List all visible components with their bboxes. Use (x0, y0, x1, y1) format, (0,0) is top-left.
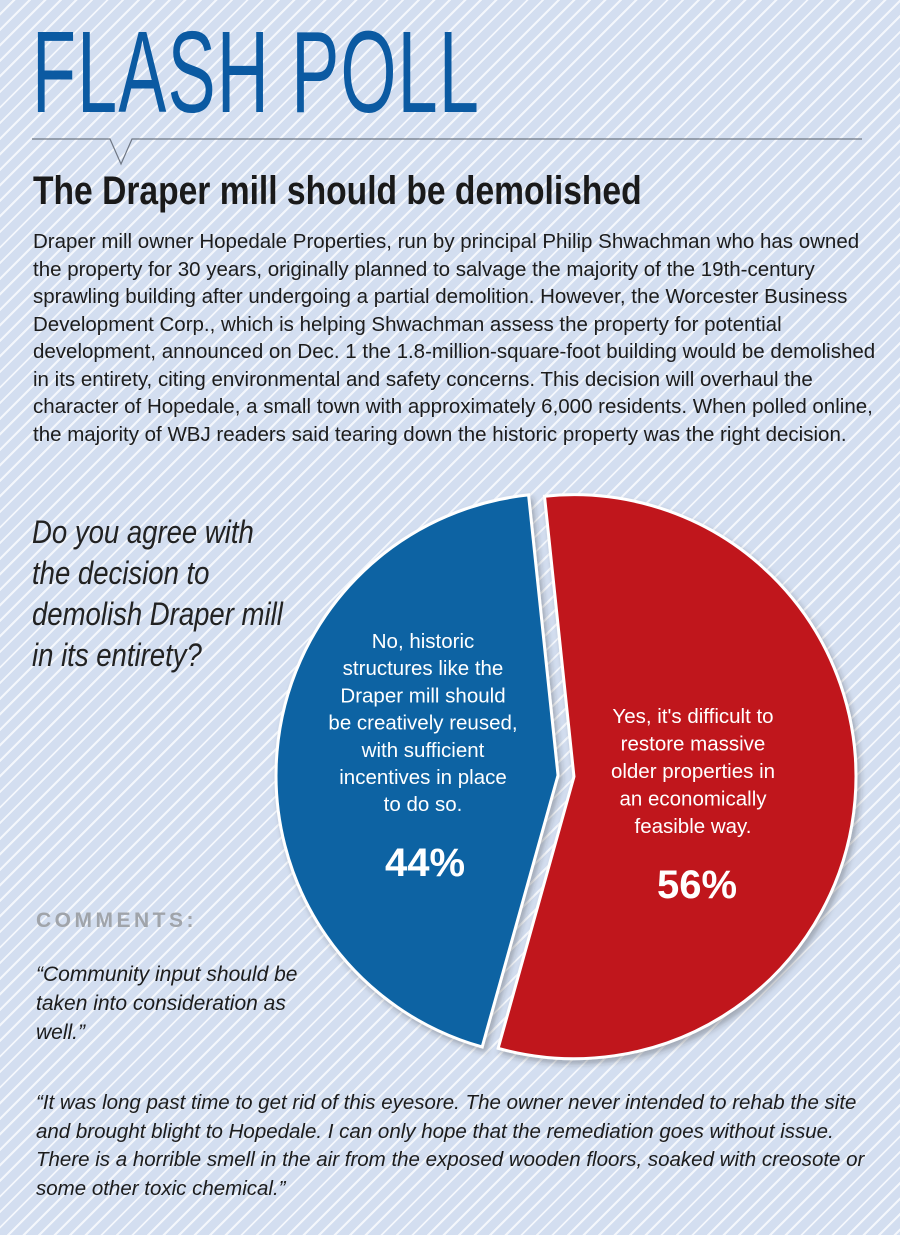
pie-value-no: 44% (385, 841, 465, 885)
headline: The Draper mill should be demolished (33, 169, 642, 213)
pie-label-no: No, historic structures like the Draper mi… (328, 630, 517, 816)
comments-label: COMMENTS: (36, 909, 197, 932)
pie-label-yes: Yes, it's difficult to restore massive old… (611, 705, 775, 838)
comment-1: “Community input should be taken into co… (36, 963, 298, 1044)
masthead-title: FLASH POLL (32, 7, 481, 137)
title-rule (32, 138, 862, 166)
comment-2: “It was long past time to get rid of thi… (36, 1091, 865, 1200)
intro-paragraph: Draper mill owner Hopedale Properties, r… (33, 230, 876, 446)
pie-value-yes: 56% (657, 863, 737, 907)
pie-slice-no (274, 493, 560, 1049)
pie-slice-yes (496, 493, 858, 1061)
poll-question: Do you agree with the decision to demoli… (32, 514, 283, 673)
title-rule-line (32, 138, 862, 166)
